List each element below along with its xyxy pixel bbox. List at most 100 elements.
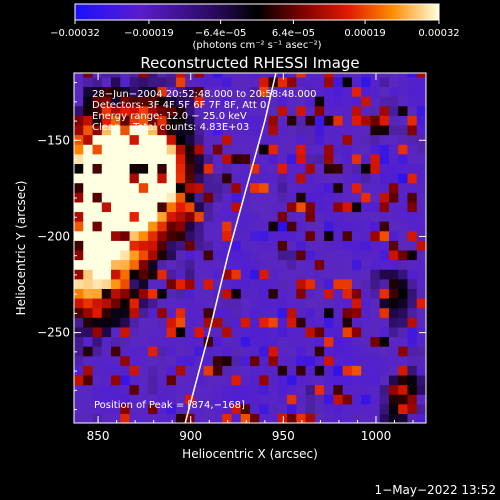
heatmap-pixel	[185, 240, 196, 251]
heatmap-pixel	[222, 153, 233, 164]
heatmap-pixel	[166, 355, 177, 366]
heatmap-pixel	[222, 230, 233, 241]
heatmap-pixel	[222, 124, 233, 136]
heatmap-pixel	[250, 144, 260, 155]
heatmap-pixel	[351, 201, 362, 213]
heatmap-pixel	[324, 317, 334, 328]
heatmap-pixel	[287, 182, 297, 193]
heatmap-pixel	[314, 394, 325, 405]
heatmap-pixel	[120, 413, 131, 423]
heatmap-pixel	[185, 307, 196, 318]
heatmap-pixel	[175, 96, 186, 107]
heatmap-pixel	[74, 307, 84, 318]
heatmap-pixel	[222, 259, 233, 270]
heatmap-pixel	[398, 374, 409, 386]
heatmap-pixel	[212, 192, 223, 203]
heatmap-pixel	[83, 76, 94, 88]
heatmap-pixel	[138, 96, 149, 107]
heatmap-pixel	[74, 211, 84, 222]
heatmap-pixel	[398, 298, 409, 309]
heatmap-pixel	[305, 105, 316, 116]
heatmap-pixel	[138, 115, 149, 126]
heatmap-pixel	[305, 403, 316, 414]
heatmap-pixel	[175, 211, 186, 222]
heatmap-pixel	[250, 317, 260, 328]
heatmap-pixel	[398, 249, 409, 261]
heatmap-pixel	[203, 259, 214, 270]
heatmap-pixel	[74, 153, 84, 164]
heatmap-pixel	[212, 124, 223, 136]
heatmap-pixel	[157, 230, 168, 241]
heatmap-pixel	[370, 211, 381, 222]
heatmap-pixel	[138, 288, 149, 299]
heatmap-pixel	[231, 124, 242, 136]
heatmap-pixel	[175, 230, 186, 241]
heatmap-pixel	[277, 76, 288, 88]
heatmap-pixel	[268, 163, 279, 174]
heatmap-pixel	[342, 240, 353, 251]
heatmap-pixel	[138, 269, 149, 280]
heatmap-pixel	[268, 403, 279, 414]
heatmap-pixel	[305, 249, 316, 261]
heatmap-pixel	[203, 163, 214, 174]
heatmap-pixel	[361, 269, 372, 280]
heatmap-pixel	[74, 259, 84, 270]
heatmap-pixel	[231, 403, 242, 414]
heatmap-pixel	[296, 346, 307, 357]
heatmap-pixel	[379, 317, 390, 328]
heatmap-pixel	[120, 76, 131, 88]
heatmap-pixel	[287, 249, 297, 261]
heatmap-pixel	[277, 365, 288, 376]
heatmap-pixel	[388, 76, 399, 88]
heatmap-pixel	[240, 374, 251, 386]
heatmap-pixel	[222, 394, 233, 405]
heatmap-pixel	[157, 278, 168, 289]
heatmap-pixel	[296, 201, 307, 213]
heatmap-pixel	[129, 394, 140, 405]
heatmap-pixel	[166, 240, 177, 251]
heatmap-pixel	[166, 384, 177, 395]
heatmap-pixel	[203, 221, 214, 232]
heatmap-pixel	[370, 144, 381, 155]
heatmap-pixel	[379, 269, 390, 280]
heatmap-pixel	[203, 317, 214, 328]
heatmap-pixel	[83, 230, 94, 241]
heatmap-pixel	[342, 365, 353, 376]
heatmap-pixel	[240, 144, 251, 155]
heatmap-pixel	[148, 105, 158, 116]
heatmap-pixel	[138, 182, 149, 193]
heatmap-pixel	[351, 76, 362, 88]
heatmap-pixel	[83, 211, 94, 222]
heatmap-pixel	[351, 86, 362, 97]
y-axis-label: Heliocentric Y (arcsec)	[14, 181, 28, 316]
heatmap-pixel	[277, 182, 288, 193]
heatmap-pixel	[222, 211, 233, 222]
heatmap-pixel	[351, 384, 362, 395]
heatmap-pixel	[259, 240, 270, 251]
heatmap-pixel	[120, 144, 131, 155]
heatmap-pixel	[120, 403, 131, 414]
heatmap-pixel	[287, 403, 297, 414]
heatmap-pixel	[287, 124, 297, 136]
heatmap-pixel	[111, 134, 121, 145]
heatmap-pixel	[175, 374, 186, 386]
heatmap-pixel	[305, 211, 316, 222]
heatmap-pixel	[74, 403, 84, 414]
heatmap-pixel	[370, 230, 381, 241]
heatmap-pixel	[166, 201, 177, 213]
heatmap-pixel	[111, 240, 121, 251]
heatmap-pixel	[203, 115, 214, 126]
heatmap-pixel	[92, 192, 103, 203]
heatmap-pixel	[259, 298, 270, 309]
heatmap-pixel	[185, 278, 196, 289]
heatmap-pixel	[203, 182, 214, 193]
heatmap-pixel	[305, 413, 316, 423]
heatmap-pixel	[101, 288, 112, 299]
heatmap-pixel	[175, 336, 186, 347]
heatmap-pixel	[398, 201, 409, 213]
heatmap-pixel	[138, 346, 149, 357]
heatmap-pixel	[111, 144, 121, 155]
heatmap-pixel	[222, 240, 233, 251]
heatmap-pixel	[129, 182, 140, 193]
heatmap-pixel	[407, 413, 418, 423]
